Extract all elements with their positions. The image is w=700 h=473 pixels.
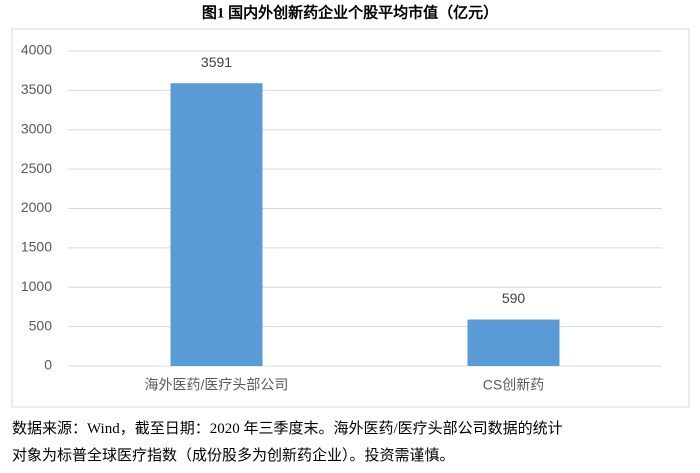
y-tick-label: 3000: [21, 120, 52, 136]
note-line: 数据来源：Wind，截至日期：2020 年三季度末。海外医药/医疗头部公司数据的…: [12, 421, 563, 437]
y-tick-label: 2000: [21, 199, 52, 215]
y-tick-label: 1500: [21, 239, 52, 255]
y-tick-label: 3500: [21, 81, 52, 97]
bar: [467, 319, 560, 366]
chart-frame: [11, 28, 690, 408]
bar: [170, 83, 263, 367]
data-label: 590: [502, 290, 526, 306]
x-tick-label: 海外医药/医疗头部公司: [145, 377, 289, 393]
chart: 图1 国内外创新药企业个股平均市值（亿元） 0 500 1000 1500 2000 25…: [11, 3, 690, 408]
source-note: 数据来源：Wind，截至日期：2020 年三季度末。海外医药/医疗头部公司数据的…: [12, 416, 563, 470]
note-line: 对象为标普全球医疗指数（成份股多为创新药企业）。投资需谨慎。: [12, 448, 455, 464]
chart-title: 图1 国内外创新药企业个股平均市值（亿元）: [202, 3, 498, 21]
y-tick-label: 2500: [21, 160, 52, 176]
y-tick-label: 4000: [21, 42, 52, 58]
y-tick-label: 1000: [21, 278, 52, 294]
y-tick-label: 0: [44, 357, 52, 373]
data-label: 3591: [201, 54, 232, 70]
x-tick-label: CS创新药: [483, 377, 544, 393]
y-tick-label: 500: [29, 317, 53, 333]
